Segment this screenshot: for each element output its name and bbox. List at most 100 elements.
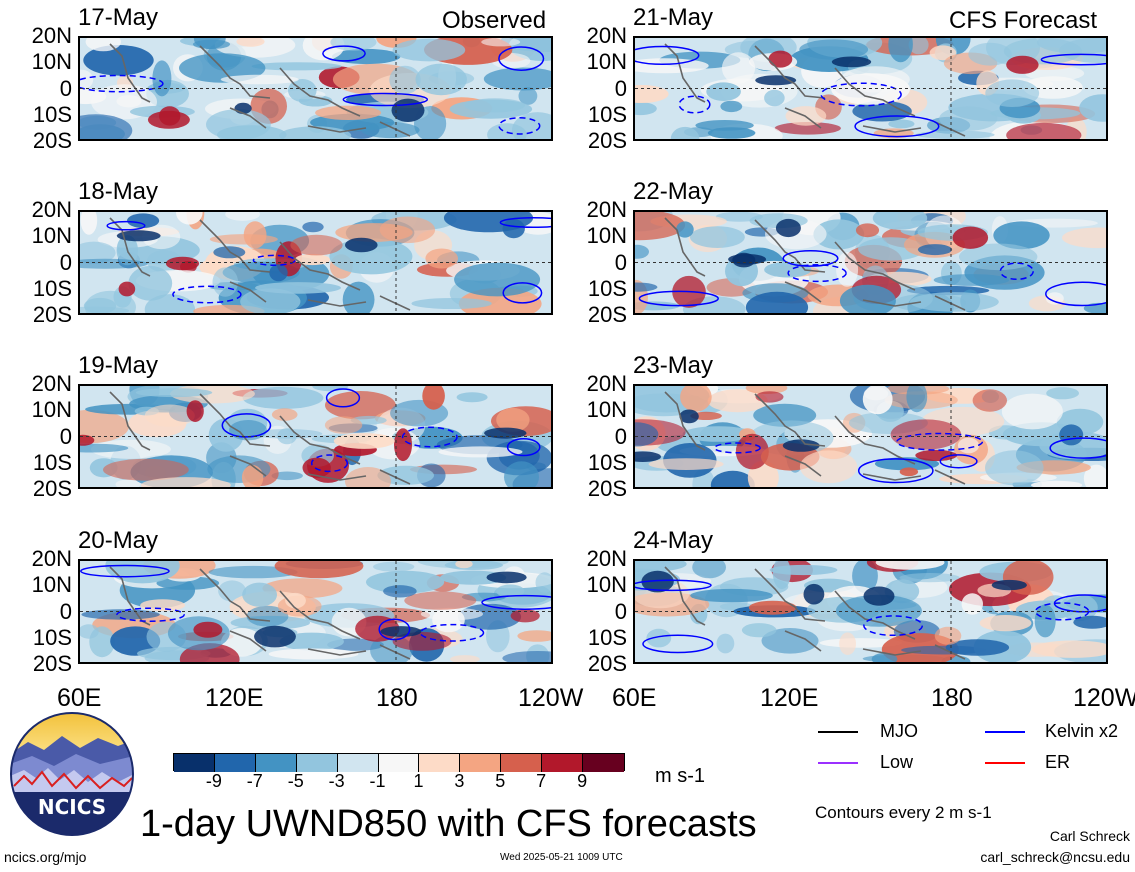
anomaly-shading [268, 648, 359, 660]
anomaly-shading [422, 386, 445, 410]
anomaly-shading [1006, 122, 1082, 139]
lat-tick-label: 10N [586, 572, 627, 598]
colorbar-swatch [460, 754, 502, 772]
colorbar-swatch [583, 754, 624, 772]
anomaly-shading [871, 652, 898, 662]
colorbar-swatch [419, 754, 461, 772]
kelvin-contour [499, 216, 551, 229]
anomaly-shading [745, 386, 788, 394]
lat-tick-label: 10S [587, 449, 627, 475]
kelvin-contour [106, 220, 146, 231]
anomaly-shading [635, 244, 649, 259]
anomaly-shading [236, 38, 265, 47]
anomaly-shading [852, 561, 878, 593]
anomaly-shading [979, 615, 1032, 632]
lon-tick-120e-left: 120E [205, 684, 264, 712]
anomaly-shading [269, 264, 288, 282]
anomaly-shading [214, 38, 296, 58]
anomaly-shading [875, 561, 945, 570]
kelvin-contour [1049, 437, 1106, 459]
anomaly-shading [799, 450, 858, 484]
anomaly-core [641, 570, 674, 593]
wind-map-panel [78, 559, 553, 664]
wind-anomaly-field [80, 561, 551, 662]
anomaly-shading [225, 212, 260, 221]
wind-map-panel [633, 384, 1108, 489]
anomaly-shading [208, 565, 298, 579]
anomaly-core [679, 409, 699, 424]
kelvin-contour [1034, 602, 1090, 621]
kelvin-contour [221, 413, 272, 438]
anomaly-shading [80, 624, 99, 639]
anomaly-shading [325, 391, 396, 420]
anomaly-shading [1062, 227, 1106, 249]
anomaly-core [118, 281, 136, 297]
anomaly-shading [504, 461, 539, 487]
anomaly-shading [835, 594, 922, 627]
anomaly-shading [710, 470, 755, 487]
anomaly-shading [438, 446, 523, 458]
anomaly-shading [279, 126, 352, 139]
anomaly-shading [961, 593, 983, 615]
anomaly-shading [449, 99, 533, 119]
anomaly-shading [105, 561, 180, 584]
anomaly-shading [361, 122, 420, 139]
anomaly-core [380, 626, 422, 637]
anomaly-shading [277, 428, 297, 445]
legend-line-mjo [818, 731, 858, 733]
anomaly-shading [690, 226, 745, 248]
anomaly-shading [695, 120, 754, 131]
anomaly-shading [290, 234, 343, 256]
anomaly-shading [682, 426, 754, 442]
panel-date-label: 21-May [633, 4, 714, 31]
anomaly-shading [404, 591, 477, 610]
footer-email: carl_schreck@ncsu.edu [980, 849, 1130, 865]
anomaly-shading [648, 458, 724, 470]
kelvin-contour [378, 618, 411, 641]
anomaly-shading [366, 570, 445, 594]
colorbar-tick-label: 3 [454, 771, 465, 791]
anomaly-shading [774, 122, 841, 135]
anomaly-shading [1045, 292, 1064, 305]
anomaly-shading [285, 592, 306, 609]
anomaly-shading [135, 388, 213, 398]
lat-tick-label: 0 [59, 75, 72, 101]
anomaly-shading [80, 443, 129, 453]
coastline [109, 391, 411, 485]
anomaly-shading [302, 221, 324, 233]
anomaly-shading [635, 212, 686, 241]
anomaly-shading [670, 126, 700, 139]
anomaly-shading [80, 409, 129, 444]
lat-tick-label: 10N [586, 223, 627, 249]
anomaly-shading [721, 52, 756, 84]
lat-tick-label: 20S [587, 128, 627, 153]
anomaly-shading [676, 221, 694, 238]
panel-date-label: 19-May [78, 352, 159, 379]
anomaly-shading [635, 58, 709, 74]
wind-map-panel [633, 559, 1108, 664]
anomaly-core [486, 571, 527, 584]
anomaly-shading [456, 392, 488, 403]
anomaly-shading [103, 458, 189, 481]
anomaly-shading [80, 114, 133, 139]
anomaly-core [803, 583, 825, 605]
anomaly-shading [80, 241, 116, 264]
lat-tick-label: 0 [614, 75, 627, 101]
colorbar-labels: -9 -7 -5 -3 -1 1 3 5 7 9 [173, 772, 625, 792]
anomaly-shading [271, 471, 303, 481]
anomaly-shading [957, 437, 980, 454]
anomaly-shading [1031, 480, 1083, 487]
anomaly-shading [799, 39, 869, 60]
anomaly-shading [481, 38, 521, 47]
legend-label-er: ER [1045, 752, 1071, 772]
kelvin-contour [116, 607, 185, 622]
anomaly-shading [1060, 594, 1098, 622]
anomaly-core [952, 226, 989, 249]
anomaly-shading [872, 212, 928, 230]
kelvin-contour [635, 45, 700, 66]
wind-anomaly-field [80, 38, 551, 139]
panel-date-label: 18-May [78, 178, 159, 205]
kelvin-contour [342, 92, 429, 107]
anomaly-shading [212, 267, 239, 297]
anomaly-shading [518, 87, 538, 105]
